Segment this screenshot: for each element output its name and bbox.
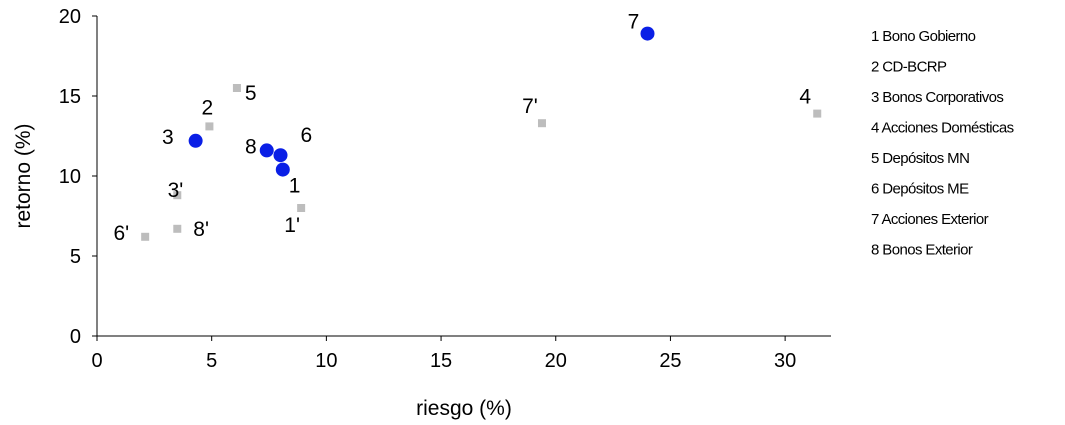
x-tick-label: 0 <box>91 350 102 372</box>
data-point-square <box>537 119 546 128</box>
data-point-circle <box>259 143 274 158</box>
point-label: 4 <box>799 86 811 109</box>
data-point-square <box>173 224 182 233</box>
y-tick-label: 5 <box>70 246 81 268</box>
point-labels: 3 8 6 1 7 2 5 3' 6' 8' 1' 7' 4 <box>113 11 811 245</box>
point-label: 3' <box>168 179 184 202</box>
y-tick-label: 10 <box>59 166 81 188</box>
axes <box>92 15 831 341</box>
x-tick-label: 25 <box>659 350 681 372</box>
y-tick-label: 0 <box>70 326 81 348</box>
legend-entry: 1 Bono Gobierno <box>871 28 976 45</box>
point-label: 8' <box>193 218 209 241</box>
point-label: 7' <box>522 95 538 118</box>
legend-entry: 8 Bonos Exterior <box>871 242 973 259</box>
legend-entry: 3 Bonos Corporativos <box>871 89 1003 106</box>
y-axis-title: retorno (%) <box>12 123 35 228</box>
legend-entry: 6 Depósitos ME <box>871 181 969 198</box>
point-label: 2 <box>202 96 214 119</box>
data-point-circle <box>640 26 655 41</box>
x-tick-label: 5 <box>206 350 217 372</box>
point-label: 1 <box>289 175 301 198</box>
data-point-square <box>297 204 306 212</box>
point-label: 7 <box>628 11 640 34</box>
data-point-square <box>205 122 214 131</box>
data-point-square <box>141 232 150 241</box>
x-tick-label: 30 <box>774 350 796 372</box>
point-label: 6' <box>113 222 129 245</box>
x-tick-label: 20 <box>545 350 567 372</box>
data-point-circle <box>188 133 203 148</box>
point-label: 3 <box>162 126 174 149</box>
legend-entry: 7 Acciones Exterior <box>871 211 989 228</box>
y-tick-label: 20 <box>59 6 81 28</box>
point-label: 6 <box>301 124 313 147</box>
data-point-square <box>232 84 241 92</box>
data-points <box>141 26 822 241</box>
data-point-square <box>813 109 822 118</box>
point-label: 5 <box>245 82 257 105</box>
point-label: 1' <box>284 214 300 237</box>
x-tick-label: 15 <box>430 350 452 372</box>
x-axis-title: riesgo (%) <box>416 397 512 420</box>
point-label: 8 <box>245 135 257 158</box>
x-tick-label: 10 <box>315 350 337 372</box>
data-point-circle <box>275 162 290 177</box>
data-point-circle <box>273 148 288 163</box>
y-tick-label: 15 <box>59 86 81 108</box>
data-point-square <box>173 191 182 200</box>
legend-entry: 5 Depósitos MN <box>871 150 969 167</box>
legend-entry: 2 CD-BCRP <box>871 59 947 76</box>
legend: 1 Bono Gobierno 2 CD-BCRP 3 Bonos Corporat… <box>871 28 1014 259</box>
legend-entry: 4 Acciones Domésticas <box>871 120 1014 137</box>
